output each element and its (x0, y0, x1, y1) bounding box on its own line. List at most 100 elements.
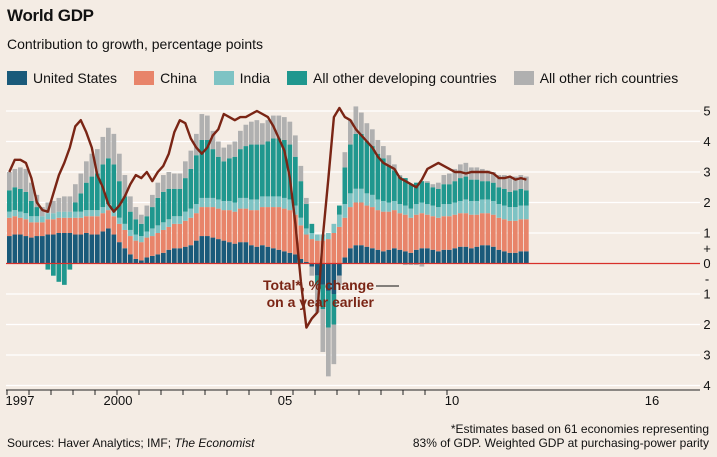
bar-segment (221, 200, 227, 211)
bar-segment (243, 146, 249, 198)
bar-segment (452, 248, 458, 264)
bar-segment (480, 213, 485, 246)
y-tick-label: 1 (703, 226, 710, 241)
bar-segment (117, 223, 122, 243)
bar-segment (507, 220, 513, 253)
bar-segment (326, 263, 331, 291)
bar-segment (249, 121, 254, 145)
bar-segment (425, 248, 430, 264)
bar-segment (315, 263, 320, 276)
bar-segment (386, 202, 392, 212)
bar-segment (518, 219, 524, 252)
bar-segment (485, 213, 491, 246)
bar-segment (194, 240, 199, 264)
bar-segment (161, 222, 166, 230)
bar-segment (287, 252, 293, 264)
bar-segment (254, 144, 260, 200)
bar-segment (298, 258, 304, 264)
bar-segment (210, 130, 216, 150)
bar-segment (23, 236, 29, 264)
bar-segment (359, 188, 364, 203)
bar-segment (84, 161, 89, 183)
bar-segment (205, 207, 210, 237)
bar-segment (40, 207, 45, 217)
bar-segment (496, 204, 502, 218)
bar-segment (95, 216, 100, 235)
bar-segment (23, 219, 29, 237)
bar-segment (260, 245, 265, 264)
bar-segment (106, 204, 111, 211)
bar-segment (348, 207, 353, 249)
bar-segment (221, 161, 227, 201)
bar-segment (161, 191, 166, 223)
bar-segment (370, 129, 375, 147)
bar-segment (199, 207, 205, 237)
bar-segment (403, 205, 408, 215)
bar-segment (463, 246, 469, 264)
bar-segment (188, 217, 194, 246)
footnote: *Estimates based on 61 economies represe… (413, 422, 709, 450)
bar-segment (150, 228, 155, 237)
bar-segment (441, 249, 447, 264)
bar-segment (359, 112, 364, 134)
bar-segment (271, 248, 276, 264)
bar-segment (34, 222, 40, 237)
legend-item-china: China (134, 70, 197, 86)
sources: Sources: Haver Analytics; IMF; The Econo… (7, 436, 254, 450)
bar-segment (139, 260, 144, 264)
bar-segment (12, 168, 18, 188)
bar-segment (491, 182, 496, 201)
bar-segment (293, 135, 298, 157)
bar-segment (524, 176, 529, 191)
legend-swatch (134, 71, 155, 85)
bar-segment (265, 207, 271, 247)
bar-segment (342, 257, 348, 264)
bar-segment (381, 211, 386, 252)
bar-segment (111, 234, 117, 264)
bar-segment (117, 181, 122, 218)
bar-segment (507, 252, 513, 264)
bar-segment (51, 219, 56, 235)
bar-segment (188, 208, 194, 218)
bar-segment (216, 208, 221, 240)
x-tick-label: 10 (445, 393, 459, 408)
total-line-path (8, 106, 527, 329)
bar-segment (496, 187, 502, 205)
bar-segment (447, 249, 452, 264)
bar-segment (419, 181, 425, 203)
bar-segment (144, 237, 150, 258)
bar-segment (282, 208, 287, 252)
bar-segment (177, 248, 183, 264)
bar-segment (386, 249, 392, 264)
bar-segment (469, 214, 474, 249)
bar-segment (271, 196, 276, 208)
bar-segment (353, 245, 359, 264)
y-tick-label: - (705, 271, 709, 286)
bar-segment (392, 170, 397, 201)
bar-segment (474, 179, 480, 201)
bar-segment (441, 204, 447, 217)
legend-label: United States (33, 70, 118, 86)
bar-segment (403, 214, 408, 252)
bar-segment (117, 217, 122, 224)
bar-segment (331, 294, 337, 325)
bar-segment (414, 182, 419, 205)
bar-segment (474, 246, 480, 264)
bar-segment (150, 207, 155, 229)
bar-segment (436, 182, 441, 189)
bar-segment (282, 117, 287, 140)
bar-segment (78, 173, 84, 194)
bar-segment (111, 216, 117, 235)
bar-segment (7, 217, 12, 237)
bar-segment (177, 216, 183, 224)
bar-segment (419, 248, 425, 264)
bar-segment (194, 204, 199, 214)
bar-segment (315, 275, 320, 285)
bar-segment (260, 207, 265, 246)
bar-segment (232, 156, 238, 203)
bar-segment (232, 202, 238, 212)
y-tick-label: 4 (703, 134, 710, 149)
bar-segment (430, 187, 436, 206)
bar-segment (18, 211, 23, 218)
bar-segment (139, 242, 144, 261)
